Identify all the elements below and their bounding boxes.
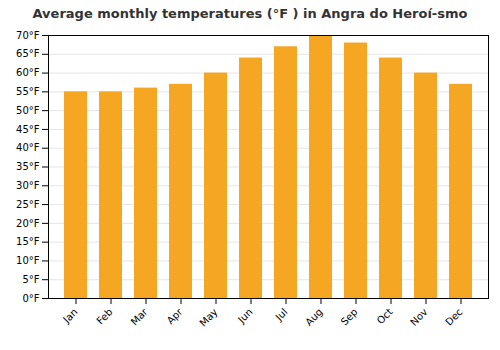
svg-text:5°F: 5°F bbox=[22, 274, 39, 285]
svg-text:65°F: 65°F bbox=[16, 48, 40, 59]
svg-text:55°F: 55°F bbox=[16, 86, 40, 97]
html-text:Average monthly temperatures (: Average monthly temperatures (°F ) in An… bbox=[32, 6, 468, 21]
svg-text:Jun: Jun bbox=[235, 306, 255, 326]
svg-text:25°F: 25°F bbox=[16, 199, 40, 210]
svg-text:35°F: 35°F bbox=[16, 161, 40, 172]
svg-text:10°F: 10°F bbox=[16, 255, 40, 266]
svg-text:May: May bbox=[197, 306, 219, 328]
svg-text:40°F: 40°F bbox=[16, 142, 40, 153]
svg-text:Sep: Sep bbox=[339, 306, 360, 327]
svg-text:Jan: Jan bbox=[60, 306, 79, 325]
svg-text:Dec: Dec bbox=[443, 306, 464, 327]
svg-text:Jul: Jul bbox=[273, 306, 290, 323]
svg-text:60°F: 60°F bbox=[16, 67, 40, 78]
svg-text:Mar: Mar bbox=[129, 306, 151, 328]
svg-text:20°F: 20°F bbox=[16, 218, 40, 229]
svg-text:Feb: Feb bbox=[94, 306, 114, 326]
svg-text:0°F: 0°F bbox=[22, 293, 39, 304]
svg-text:70°F: 70°F bbox=[16, 30, 40, 41]
svg-text:Oct: Oct bbox=[375, 306, 395, 326]
svg-text:50°F: 50°F bbox=[16, 105, 40, 116]
svg-text:15°F: 15°F bbox=[16, 236, 40, 247]
svg-text:30°F: 30°F bbox=[16, 180, 40, 191]
svg-text:45°F: 45°F bbox=[16, 124, 40, 135]
svg-text:Nov: Nov bbox=[408, 306, 430, 328]
svg-text:Apr: Apr bbox=[165, 306, 186, 327]
svg-text:Aug: Aug bbox=[303, 306, 325, 328]
